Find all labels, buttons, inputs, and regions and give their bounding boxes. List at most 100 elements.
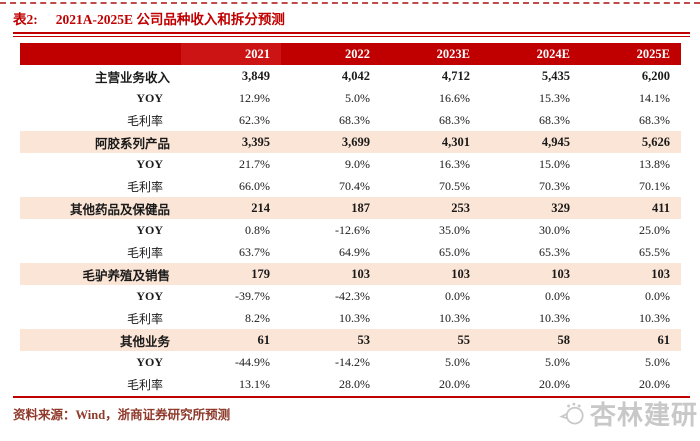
cell-value: 5.0% — [545, 354, 570, 369]
source-note: 资料来源：Wind，浙商证券研究所预测 — [13, 408, 231, 422]
row-label: YOY — [136, 288, 163, 303]
table-title: 表2: 2021A-2025E 公司品种收入和拆分预测 — [13, 8, 693, 28]
cell-value: 21.7% — [239, 156, 270, 171]
row-label: 其他药品及保健品 — [69, 202, 170, 217]
cell-value: -44.9% — [235, 354, 270, 369]
cell-value: 68.3% — [539, 112, 570, 127]
cell-value: 4,301 — [441, 134, 470, 149]
table-row: 毛利率 13.1% 28.0% 20.0% 20.0% 20.0% — [20, 373, 681, 395]
table-row: 主营业务收入 3,849 4,042 4,712 5,435 6,200 — [20, 65, 681, 87]
cell-value: 30.0% — [539, 222, 570, 237]
cell-value: 10.3% — [339, 310, 370, 325]
row-label: 其他业务 — [119, 334, 170, 349]
table-row: YOY 12.9% 5.0% 16.6% 15.3% 14.1% — [20, 87, 681, 109]
table-row: 毛驴养殖及销售 179 103 103 103 103 — [20, 263, 681, 285]
cell-value: 15.3% — [539, 90, 570, 105]
row-label: 毛利率 — [126, 311, 163, 326]
cell-value: 0.0% — [645, 288, 670, 303]
watermark: 杏林建研 — [558, 392, 698, 434]
watermark-mascot-icon — [559, 402, 584, 425]
table-title-text: 2021A-2025E 公司品种收入和拆分预测 — [55, 12, 285, 27]
cell-value: 62.3% — [239, 112, 270, 127]
row-label: 毛利率 — [126, 179, 163, 194]
table-number-label: 表2: — [13, 12, 38, 27]
table-row: 毛利率 62.3% 68.3% 68.3% 68.3% 68.3% — [20, 109, 681, 131]
bottom-divider — [13, 396, 690, 398]
cell-value: 53 — [357, 332, 371, 347]
cell-value: 55 — [457, 332, 471, 347]
row-label: YOY — [136, 90, 163, 105]
cell-value: 6,200 — [641, 68, 670, 83]
cell-value: 68.3% — [339, 112, 370, 127]
row-label: 毛利率 — [126, 113, 163, 128]
cell-value: 61 — [657, 332, 671, 347]
cell-value: 4,712 — [441, 68, 470, 83]
year-column-header: 2023E — [381, 43, 481, 65]
cell-value: 58 — [557, 332, 571, 347]
cell-value: 329 — [551, 200, 570, 215]
cell-value: 15.0% — [539, 156, 570, 171]
table-row: 其他药品及保健品 214 187 253 329 411 — [20, 197, 681, 219]
watermark-text: 杏林建研 — [589, 399, 698, 430]
row-label: 毛驴养殖及销售 — [82, 268, 170, 283]
cell-value: -42.3% — [335, 288, 370, 303]
cell-value: 5,435 — [541, 68, 570, 83]
cell-value: 12.9% — [239, 90, 270, 105]
table-row: 阿胶系列产品 3,395 3,699 4,301 4,945 5,626 — [20, 131, 681, 153]
cell-value: 253 — [451, 200, 470, 215]
cell-value: 3,699 — [341, 134, 370, 149]
cell-value: 5.0% — [345, 90, 370, 105]
table-row: 毛利率 8.2% 10.3% 10.3% 10.3% 10.3% — [20, 307, 681, 329]
year-column-header: 2024E — [481, 43, 581, 65]
cell-value: 70.3% — [539, 178, 570, 193]
cell-value: 187 — [351, 200, 370, 215]
cell-value: 4,042 — [341, 68, 370, 83]
row-label: YOY — [136, 222, 163, 237]
row-label: 毛利率 — [126, 245, 163, 260]
cell-value: 70.5% — [439, 178, 470, 193]
cell-value: 68.3% — [439, 112, 470, 127]
cell-value: 5.0% — [645, 354, 670, 369]
cell-value: 103 — [351, 266, 370, 281]
cell-value: 103 — [551, 266, 570, 281]
row-label: 主营业务收入 — [94, 70, 170, 85]
cell-value: 20.0% — [539, 376, 570, 391]
cell-value: 103 — [451, 266, 470, 281]
cell-value: 0.0% — [445, 288, 470, 303]
cell-value: 65.0% — [439, 244, 470, 259]
cell-value: 10.3% — [539, 310, 570, 325]
cell-value: 13.8% — [639, 156, 670, 171]
cell-value: 70.1% — [639, 178, 670, 193]
cell-value: 35.0% — [439, 222, 470, 237]
cell-value: -14.2% — [335, 354, 370, 369]
title-divider — [13, 32, 690, 37]
row-label: YOY — [136, 156, 163, 171]
cell-value: 411 — [651, 200, 670, 215]
table-row: YOY 0.8% -12.6% 35.0% 30.0% 25.0% — [20, 219, 681, 241]
cell-value: 20.0% — [639, 376, 670, 391]
cell-value: 16.6% — [439, 90, 470, 105]
cell-value: 103 — [651, 266, 670, 281]
cell-value: 13.1% — [239, 376, 270, 391]
table-row: 毛利率 66.0% 70.4% 70.5% 70.3% 70.1% — [20, 175, 681, 197]
table-row: YOY -39.7% -42.3% 0.0% 0.0% 0.0% — [20, 285, 681, 307]
cell-value: 9.0% — [345, 156, 370, 171]
cell-value: 5.0% — [445, 354, 470, 369]
cell-value: 28.0% — [339, 376, 370, 391]
revenue-forecast-table: 2021 2022 2023E 2024E 2025E 主营业务收入 3,849 4,042… — [20, 43, 681, 395]
table-row: 其他业务 61 53 55 58 61 — [20, 329, 681, 351]
table-row: 毛利率 63.7% 64.9% 65.0% 65.3% 65.5% — [20, 241, 681, 263]
cell-value: 61 — [257, 332, 271, 347]
table-row: YOY 21.7% 9.0% 16.3% 15.0% 13.8% — [20, 153, 681, 175]
cell-value: 3,849 — [241, 68, 270, 83]
cell-value: 179 — [251, 266, 270, 281]
cell-value: 65.5% — [639, 244, 670, 259]
table-row: YOY -44.9% -14.2% 5.0% 5.0% 5.0% — [20, 351, 681, 373]
year-column-header: 2025E — [581, 43, 681, 65]
cell-value: 5,626 — [641, 134, 670, 149]
row-label: 毛利率 — [126, 377, 163, 392]
cell-value: 0.0% — [545, 288, 570, 303]
year-column-header: 2021 — [181, 43, 281, 65]
cell-value: 65.3% — [539, 244, 570, 259]
